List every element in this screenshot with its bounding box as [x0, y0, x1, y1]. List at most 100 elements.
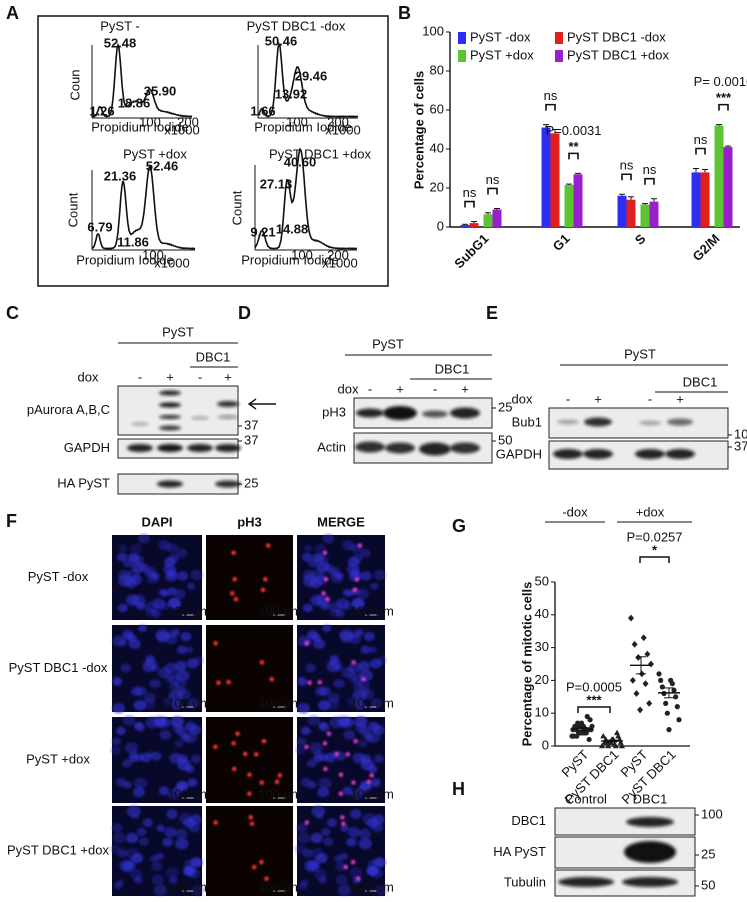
- significance-bracket: [464, 200, 475, 208]
- blot-label: Actin: [317, 439, 346, 454]
- mitotic-cell: [366, 779, 372, 784]
- nucleus: [123, 781, 132, 789]
- data-point: [637, 706, 644, 714]
- significance-label: **: [568, 139, 579, 154]
- mitotic-cell: [249, 821, 255, 826]
- mitotic-cell: [334, 751, 339, 757]
- y-tick-label: 10: [535, 705, 549, 720]
- nucleus: [305, 663, 317, 673]
- nucleus: [296, 737, 307, 746]
- nucleus: [166, 543, 179, 554]
- nucleus: [174, 660, 187, 671]
- nucleus: [302, 603, 313, 613]
- mitotic-cell: [216, 680, 221, 685]
- significance-label: ***: [586, 692, 602, 707]
- bar: [700, 172, 710, 227]
- nucleus: [175, 837, 189, 850]
- nucleus: [320, 827, 331, 837]
- data-point: [628, 614, 634, 622]
- mitotic-cell: [277, 773, 283, 778]
- nucleus: [351, 597, 365, 609]
- y-tick-label: 0: [542, 737, 549, 752]
- mitotic-cell: [354, 577, 360, 582]
- data-point: [648, 660, 654, 668]
- nucleus: [126, 805, 141, 818]
- histogram-curve: [257, 41, 359, 119]
- nucleus: [128, 552, 140, 563]
- legend-label: PyST -dox: [470, 29, 531, 44]
- size-marker: 37: [244, 432, 258, 447]
- nucleus: [175, 725, 188, 736]
- nucleus: [183, 817, 196, 828]
- mitotic-cell: [235, 731, 240, 736]
- subgroup-label: DBC1: [683, 374, 718, 389]
- data-point: [631, 640, 638, 648]
- blot-band: [217, 401, 239, 407]
- mitotic-cell: [266, 543, 271, 548]
- nucleus: [185, 646, 194, 654]
- lane-label: +: [594, 391, 602, 406]
- size-marker: 25: [701, 846, 715, 861]
- nucleus: [295, 745, 306, 755]
- significance-bracket: [718, 103, 729, 111]
- nucleus: [333, 678, 345, 689]
- significance-bracket: [577, 706, 611, 713]
- nucleus: [133, 700, 146, 711]
- blot-band: [622, 877, 678, 887]
- blot-label: DBC1: [511, 813, 546, 828]
- y-tick-label: 80: [430, 62, 444, 77]
- histogram-x-tick: 200: [327, 114, 349, 129]
- panel-letter: H: [452, 779, 465, 799]
- data-point: [586, 736, 592, 743]
- scale-bar-label: 100 µm: [167, 603, 211, 618]
- data-point: [671, 687, 677, 693]
- nucleus: [153, 884, 167, 896]
- nucleus: [187, 582, 196, 590]
- nucleus: [366, 817, 379, 828]
- nucleus: [370, 582, 379, 590]
- data-point: [611, 741, 618, 747]
- mitotic-cell: [343, 864, 348, 870]
- blot-band: [422, 410, 448, 418]
- nucleus: [335, 861, 347, 872]
- y-tick-label: 50: [535, 573, 549, 588]
- legend-swatch: [555, 50, 563, 62]
- peak-label: 13.92: [275, 86, 308, 101]
- lane-label: Control: [565, 791, 607, 806]
- micrograph: [206, 717, 293, 803]
- nucleus: [340, 824, 350, 832]
- legend-swatch: [458, 50, 466, 62]
- p-value: P=0.0005: [566, 679, 622, 694]
- nucleus: [180, 631, 192, 642]
- histogram-x-tick: 100: [286, 114, 308, 129]
- panel-letter: C: [6, 303, 19, 323]
- blot-band: [450, 407, 480, 419]
- nucleus: [168, 597, 181, 609]
- mitotic-cell: [307, 680, 312, 685]
- blot-band: [667, 418, 693, 426]
- significance-label: ns: [544, 88, 558, 103]
- nucleus: [342, 589, 352, 597]
- nucleus: [175, 828, 188, 840]
- nucleus: [298, 678, 308, 687]
- blot-label: Bub1: [512, 414, 542, 429]
- nucleus: [185, 764, 195, 773]
- mitotic-cell: [213, 820, 218, 825]
- nucleus: [186, 658, 199, 669]
- group-label: -dox: [562, 504, 588, 519]
- nucleus: [130, 686, 142, 696]
- nucleus: [334, 572, 344, 580]
- mitotic-cell: [264, 876, 269, 881]
- nucleus: [126, 569, 141, 581]
- nucleus: [306, 629, 319, 640]
- size-marker: 37: [734, 438, 747, 453]
- treatment-label: dox: [512, 391, 533, 406]
- nucleus: [349, 630, 359, 639]
- nucleus: [115, 726, 126, 736]
- nucleus: [150, 751, 162, 761]
- nucleus: [187, 698, 200, 709]
- mitotic-cell: [243, 751, 248, 757]
- histogram-title: PyST DBC1 -dox: [247, 18, 346, 33]
- data-point: [666, 727, 672, 733]
- nucleus: [118, 639, 128, 647]
